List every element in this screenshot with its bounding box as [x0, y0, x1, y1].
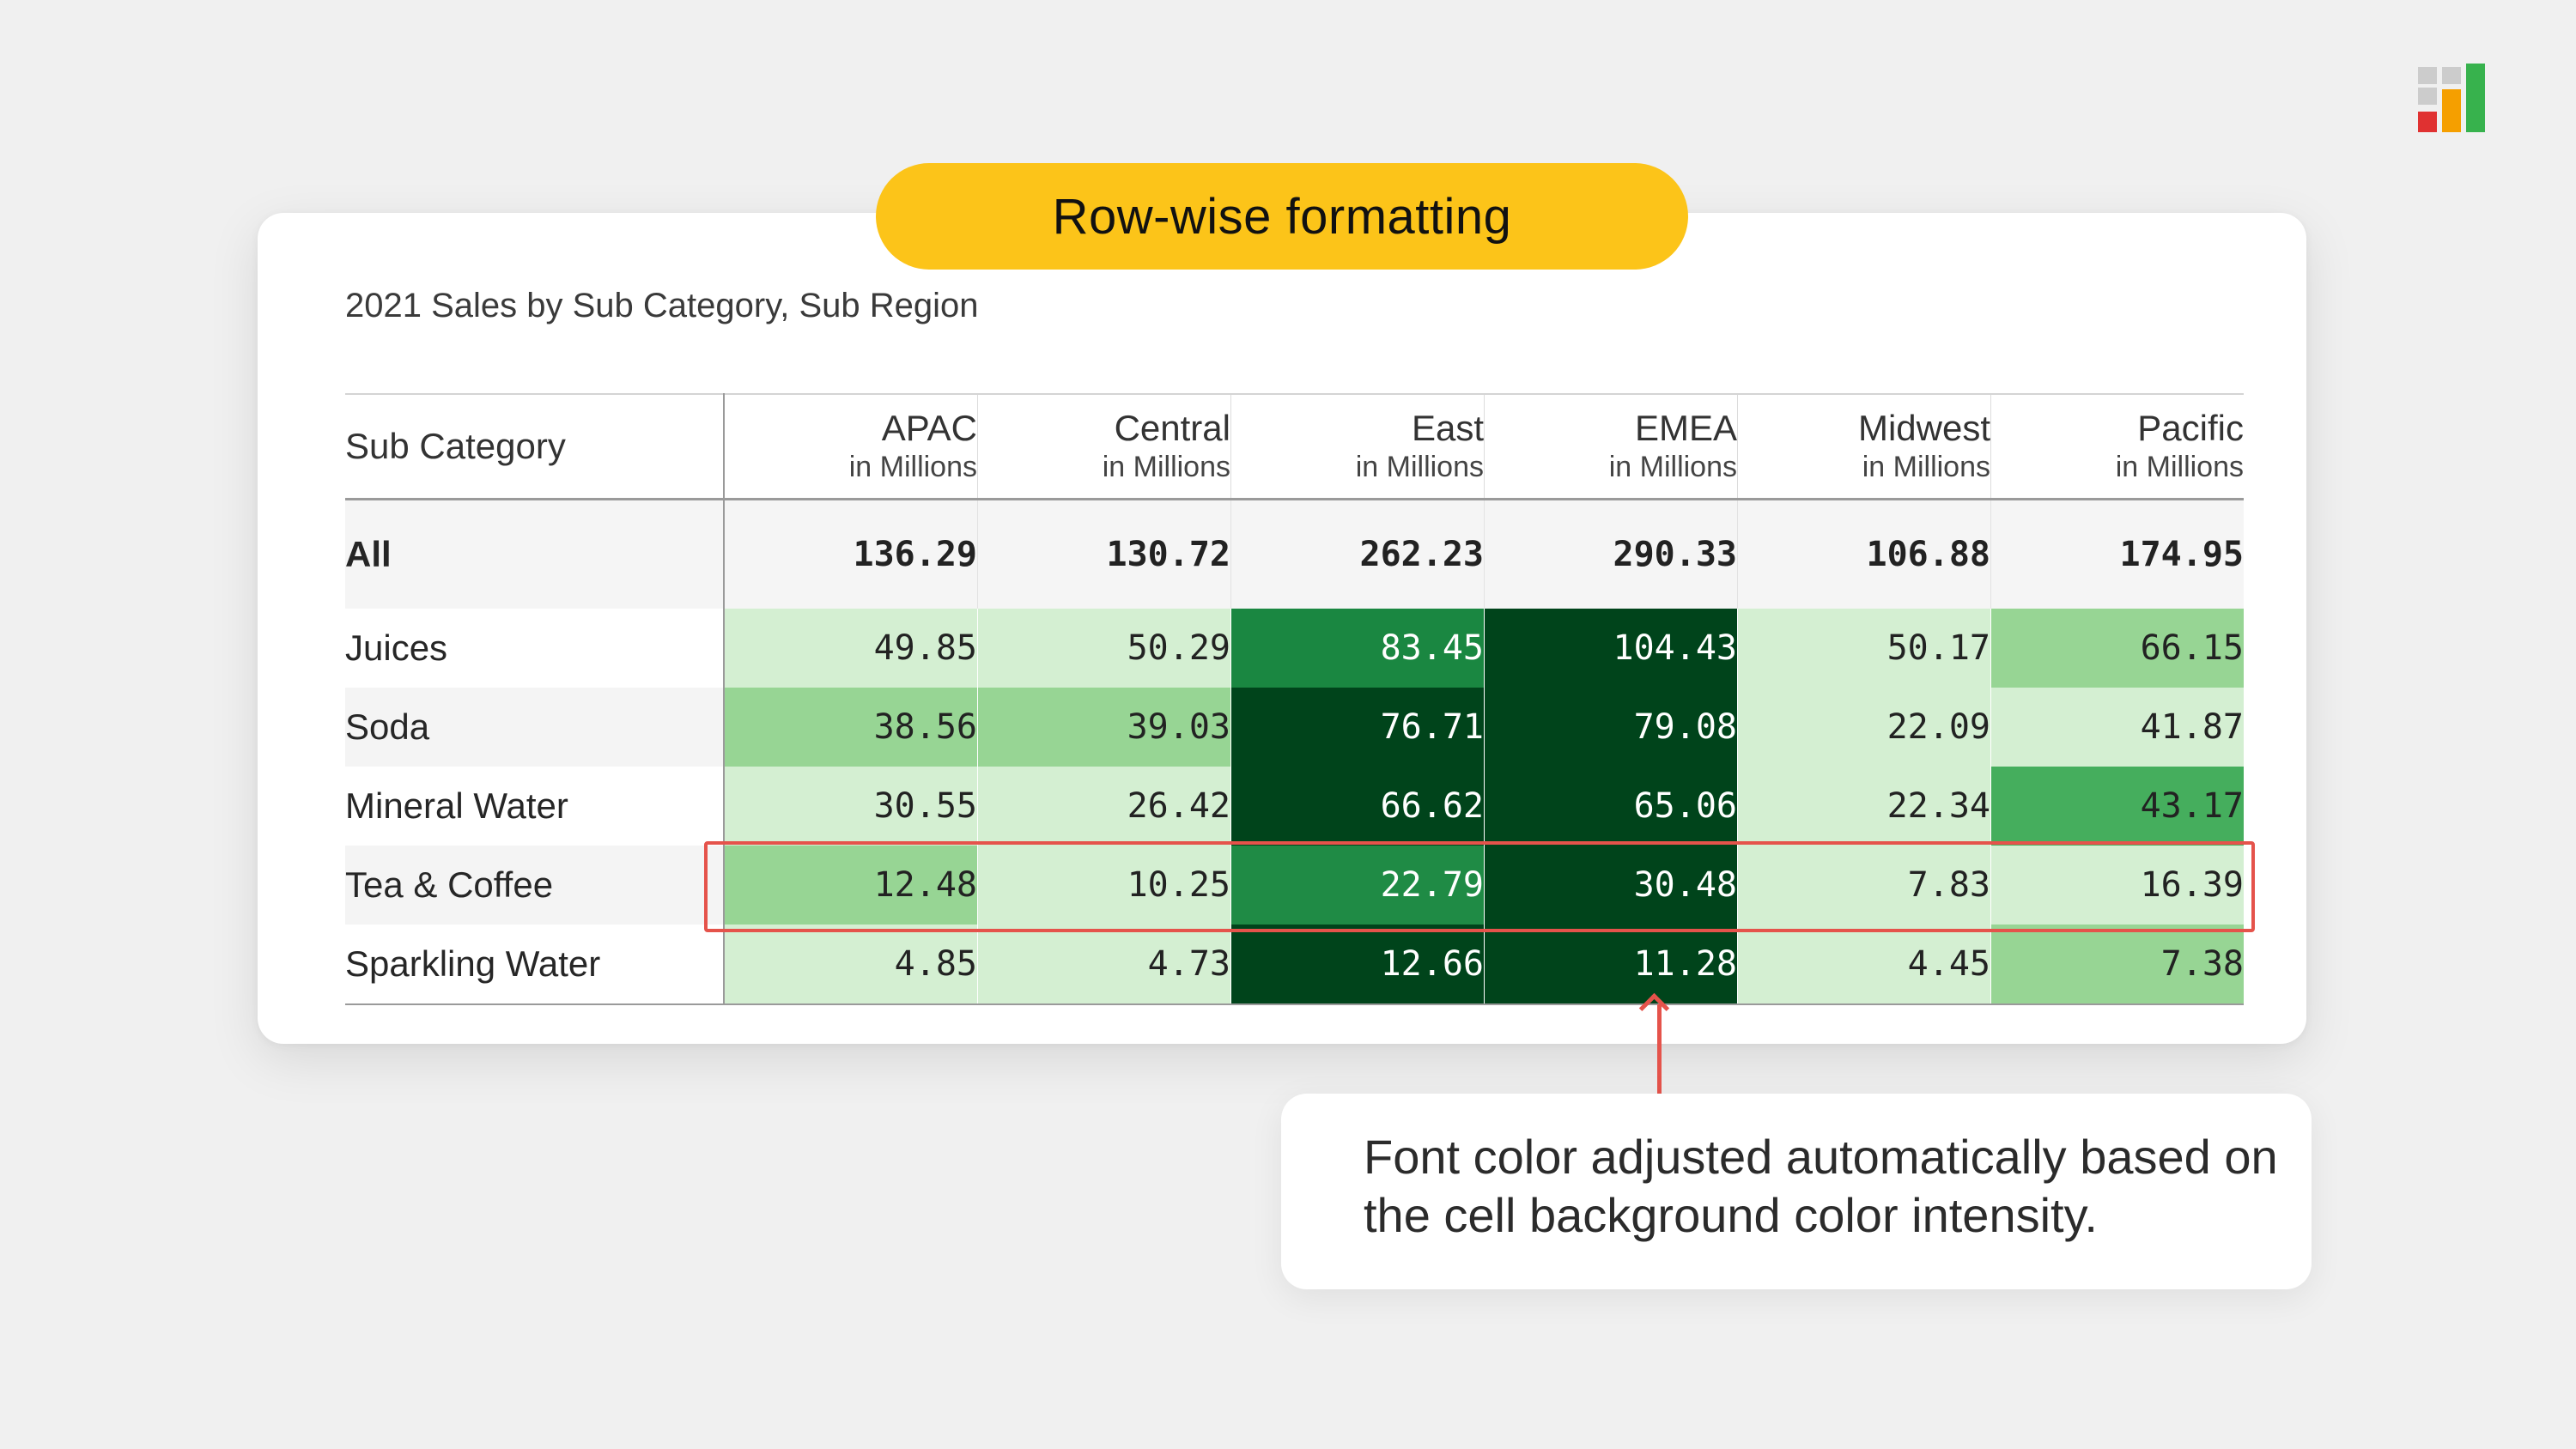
brand-logo-icon	[2418, 64, 2490, 134]
header-region: EMEA	[1634, 408, 1737, 448]
callout-arrow-line	[1657, 1004, 1662, 1106]
table-row: Tea & Coffee 12.48 10.25 22.79 30.48 7.8…	[345, 846, 2244, 925]
total-cell: 174.95	[1990, 499, 2244, 609]
row-label: Mineral Water	[345, 767, 725, 846]
value-cell: 50.29	[977, 609, 1231, 688]
value-cell: 104.43	[1484, 609, 1738, 688]
header-unit: in Millions	[848, 451, 977, 483]
header-midwest[interactable]: Midwest in Millions	[1737, 393, 1991, 500]
header-unit: in Millions	[1608, 451, 1737, 483]
row-label: Soda	[345, 688, 725, 767]
value-cell: 22.34	[1737, 767, 1991, 846]
value-cell: 43.17	[1990, 767, 2244, 846]
value-cell: 50.17	[1737, 609, 1991, 688]
row-label: Juices	[345, 609, 725, 688]
value-cell: 66.62	[1230, 767, 1485, 846]
row-label: All	[345, 499, 725, 609]
value-cell: 30.48	[1484, 846, 1738, 925]
total-cell: 262.23	[1230, 499, 1485, 609]
header-east[interactable]: East in Millions	[1230, 393, 1485, 500]
header-emea[interactable]: EMEA in Millions	[1484, 393, 1738, 500]
total-cell: 290.33	[1484, 499, 1738, 609]
row-label: Tea & Coffee	[345, 846, 725, 925]
header-row: Sub Category APAC in Millions Central in M…	[345, 393, 2244, 500]
header-unit: in Millions	[1862, 451, 1990, 483]
callout-box: Font color adjusted automatically based …	[1281, 1094, 2312, 1289]
value-cell: 11.28	[1484, 925, 1738, 1005]
total-cell: 106.88	[1737, 499, 1991, 609]
table-row: Mineral Water 30.55 26.42 66.62 65.06 22…	[345, 767, 2244, 846]
value-cell: 65.06	[1484, 767, 1738, 846]
value-cell: 16.39	[1990, 846, 2244, 925]
value-cell: 22.79	[1230, 846, 1485, 925]
value-cell: 4.45	[1737, 925, 1991, 1005]
header-region: APAC	[881, 408, 977, 448]
header-region: Central	[1114, 408, 1230, 448]
header-region: Midwest	[1857, 408, 1990, 448]
header-central[interactable]: Central in Millions	[977, 393, 1231, 500]
header-unit: in Millions	[1102, 451, 1230, 483]
value-cell: 4.73	[977, 925, 1231, 1005]
sales-matrix: Sub Category APAC in Millions Central in M…	[345, 393, 2244, 1005]
header-apac[interactable]: APAC in Millions	[723, 393, 978, 500]
header-sub-category[interactable]: Sub Category	[345, 393, 725, 500]
header-unit: in Millions	[1355, 451, 1484, 483]
value-cell: 10.25	[977, 846, 1231, 925]
value-cell: 30.55	[723, 767, 978, 846]
table-row: Juices 49.85 50.29 83.45 104.43 50.17 66…	[345, 609, 2244, 688]
header-unit: in Millions	[2115, 451, 2244, 483]
header-region: Pacific	[2137, 408, 2244, 448]
table-row: Sparkling Water 4.85 4.73 12.66 11.28 4.…	[345, 925, 2244, 1005]
value-cell: 4.85	[723, 925, 978, 1005]
value-cell: 26.42	[977, 767, 1231, 846]
value-cell: 38.56	[723, 688, 978, 767]
value-cell: 76.71	[1230, 688, 1485, 767]
value-cell: 12.48	[723, 846, 978, 925]
total-cell: 130.72	[977, 499, 1231, 609]
callout-text: Font color adjusted automatically based …	[1364, 1130, 2278, 1242]
value-cell: 7.38	[1990, 925, 2244, 1005]
section-title-pill: Row-wise formatting	[876, 163, 1688, 270]
header-region: East	[1411, 408, 1484, 448]
value-cell: 12.66	[1230, 925, 1485, 1005]
header-pacific[interactable]: Pacific in Millions	[1990, 393, 2244, 500]
section-title: Row-wise formatting	[1052, 188, 1512, 245]
value-cell: 79.08	[1484, 688, 1738, 767]
table-row: Soda 38.56 39.03 76.71 79.08 22.09 41.87	[345, 688, 2244, 767]
value-cell: 7.83	[1737, 846, 1991, 925]
row-label: Sparkling Water	[345, 925, 725, 1005]
total-cell: 136.29	[723, 499, 978, 609]
value-cell: 22.09	[1737, 688, 1991, 767]
value-cell: 39.03	[977, 688, 1231, 767]
total-row: All 136.29 130.72 262.23 290.33 106.88 1…	[345, 499, 2244, 609]
value-cell: 83.45	[1230, 609, 1485, 688]
value-cell: 41.87	[1990, 688, 2244, 767]
value-cell: 66.15	[1990, 609, 2244, 688]
table-title: 2021 Sales by Sub Category, Sub Region	[345, 287, 979, 324]
value-cell: 49.85	[723, 609, 978, 688]
